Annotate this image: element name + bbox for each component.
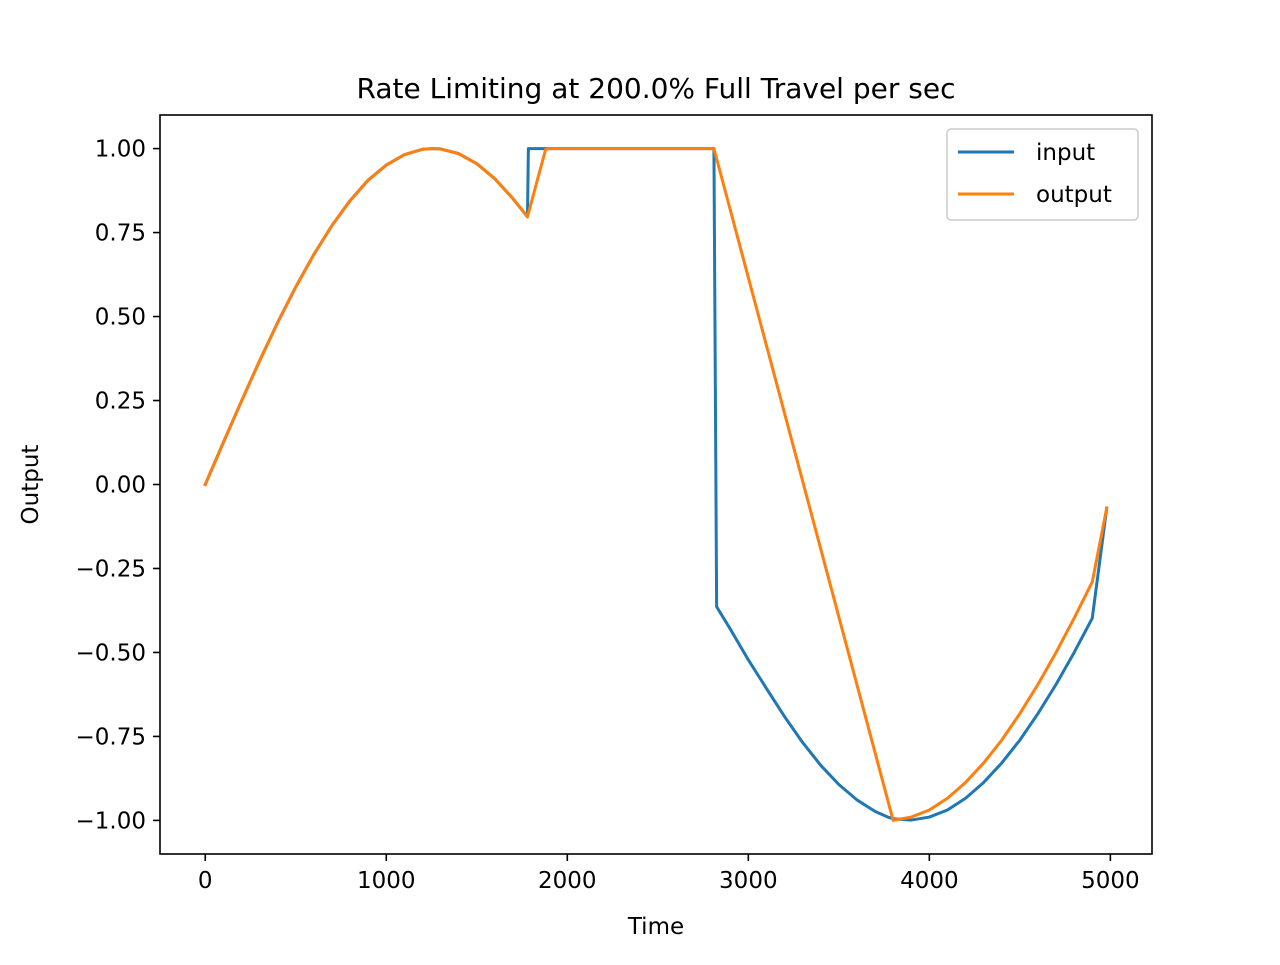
x-tick-label: 1000	[357, 868, 416, 894]
x-tick-label: 3000	[719, 868, 778, 894]
y-axis-label: Output	[18, 445, 44, 525]
y-tick-label: −0.25	[76, 556, 146, 582]
legend: input output	[946, 128, 1139, 221]
series-line-output	[203, 147, 1109, 822]
y-tick-label: 0.50	[95, 305, 146, 331]
legend-label-output: output	[1036, 182, 1112, 208]
y-tick-label: 0.25	[95, 389, 146, 415]
x-tick-label: 2000	[538, 868, 597, 894]
x-tick-label: 0	[198, 868, 213, 894]
y-tick-label: −1.00	[76, 808, 146, 834]
x-tick-label: 4000	[900, 868, 959, 894]
y-tick-label: 0.00	[95, 473, 146, 499]
series-layer	[203, 147, 1109, 822]
chart-title: Rate Limiting at 200.0% Full Travel per …	[357, 72, 956, 105]
y-tick-label: −0.50	[76, 640, 146, 666]
y-tick-label: 0.75	[95, 221, 146, 247]
x-axis-ticks: 0 1000 2000 3000 4000 5000	[198, 854, 1140, 894]
x-tick-label: 5000	[1081, 868, 1140, 894]
legend-label-input: input	[1036, 140, 1095, 166]
y-axis-ticks: 1.00 0.75 0.50 0.25 0.00 −0.25 −0.50 −0.75 −1.00	[76, 137, 160, 834]
y-tick-label: 1.00	[95, 137, 146, 163]
x-axis-label: Time	[627, 914, 684, 940]
y-tick-label: −0.75	[76, 724, 146, 750]
